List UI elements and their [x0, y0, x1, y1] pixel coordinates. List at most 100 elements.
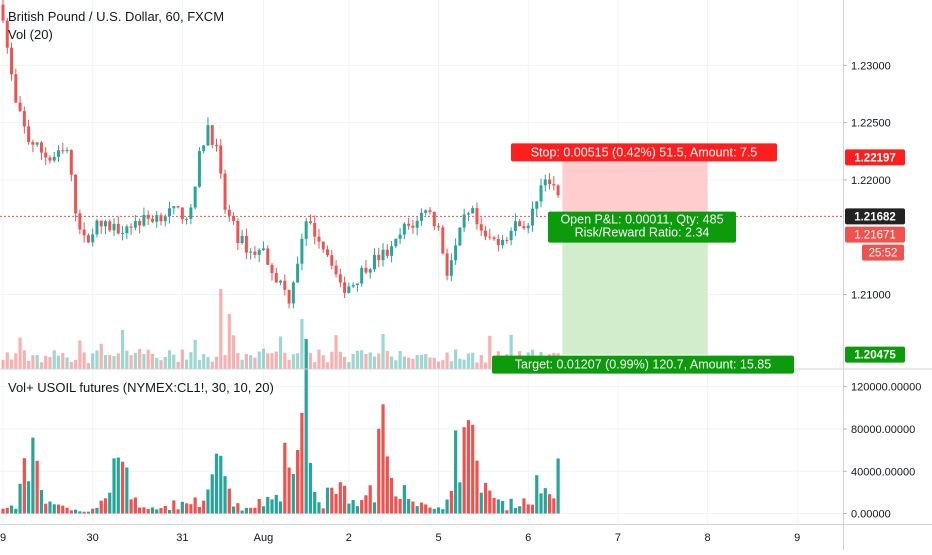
lower-volume-bar [86, 511, 90, 514]
lower-volume-bar [202, 500, 206, 514]
candle-body [240, 235, 244, 244]
symbol-title[interactable]: British Pound / U.S. Dollar, 60, FXCM [8, 9, 224, 24]
volume-bar [308, 352, 313, 369]
volume-bar [103, 355, 108, 369]
candle-body [253, 251, 257, 255]
candle-body [193, 186, 197, 208]
candle-body [163, 216, 167, 222]
candle-body [82, 229, 86, 236]
lower-volume-bar [257, 498, 261, 514]
volume-bar [206, 357, 210, 369]
lower-volume-bar [1, 508, 5, 514]
volume-bar [415, 355, 419, 369]
candle-body [351, 285, 355, 287]
lower-volume-bar [9, 505, 14, 514]
volume-bar [52, 350, 56, 369]
time-axis-label: 5 [435, 532, 441, 544]
candle-body [355, 283, 359, 286]
stop-label[interactable]: Stop: 0.00515 (0.42%) 51.5, Amount: 7.5 [511, 143, 777, 162]
candle-body [142, 214, 146, 226]
time-axis-label: Aug [254, 532, 274, 544]
volume-bar [330, 351, 334, 369]
pnl-label[interactable]: Open P&L: 0.00011, Qty: 485 Risk/Reward … [548, 211, 736, 243]
candle-body [52, 156, 56, 161]
volume-bar [364, 354, 368, 369]
lower-volume-bar [146, 508, 150, 514]
lower-volume-bar [180, 501, 184, 514]
current-price-badge-text: 1.21682 [854, 211, 896, 223]
lower-volume-bar [27, 481, 31, 514]
target-label[interactable]: Target: 0.01207 (0.99%) 120.7, Amount: 1… [492, 355, 794, 374]
lower-volume-bar [488, 490, 492, 514]
candle-body [449, 260, 453, 276]
candle-body [454, 245, 458, 261]
candle-body [300, 238, 304, 264]
candle-body [484, 230, 488, 237]
candle-body [215, 144, 218, 146]
lower-volume-bar [287, 467, 291, 514]
lower-volume-bar [142, 507, 146, 514]
lower-volume-bar [509, 498, 513, 514]
volume-bar [159, 360, 163, 369]
candle-body [308, 221, 312, 224]
candle-body [232, 215, 236, 221]
volume-bar [91, 353, 95, 369]
lower-volume-bar [415, 506, 419, 514]
candle-body [27, 126, 31, 143]
candles[interactable] [1, 0, 560, 309]
volume-bar [424, 354, 428, 369]
volume-bar [133, 352, 137, 369]
volume-bar [185, 359, 189, 369]
lower-volume-bar [278, 501, 283, 514]
candle-body [10, 47, 14, 75]
volume-bar [296, 353, 300, 369]
lower-indicator-label[interactable]: Vol+ USOIL futures (NYMEX:CL1!, 30, 10, … [8, 380, 274, 395]
candle-body [296, 263, 300, 283]
candle-body [176, 206, 180, 208]
volume-bar [278, 336, 283, 369]
candle-body [390, 246, 394, 256]
lower-volume-bar [112, 458, 116, 514]
candle-body [304, 221, 308, 239]
time-axis[interactable]: 9 30 31 Aug 2 5 6 7 8 9 [0, 532, 800, 544]
volume-bar [368, 352, 372, 369]
lower-volume-bar [334, 493, 338, 514]
volume-bar [389, 356, 394, 369]
lower-volume-bar [291, 473, 295, 514]
candle-body [279, 280, 283, 283]
price-axis-label: 1.22500 [851, 118, 891, 130]
candle-body [223, 173, 227, 210]
lower-volume-bar [91, 508, 95, 514]
candle-body [91, 234, 95, 243]
volume-bar [244, 354, 248, 369]
volume-bar [31, 355, 35, 369]
candle-body [57, 150, 61, 157]
candle-body [168, 208, 172, 217]
price-axis-label: 1.23000 [851, 60, 891, 72]
entry-price-badge-box [845, 226, 905, 243]
lower-volume-bar [394, 496, 398, 514]
volume-bar [172, 354, 176, 369]
candle-body [548, 179, 552, 185]
volume-bar [347, 362, 351, 369]
volume-bar [193, 339, 197, 369]
lower-price-axis[interactable]: 120000.00000 80000.00000 40000.00000 0.0000… [843, 382, 921, 521]
volume-indicator-label[interactable]: Vol (20) [8, 27, 53, 42]
lower-volume-bar [65, 507, 69, 514]
lower-volume-bar [496, 499, 500, 514]
price-axis[interactable]: 1.23000 1.22500 1.22000 1.21000 [843, 60, 891, 302]
volume-bar [483, 362, 488, 369]
lower-volume-bar [522, 498, 526, 514]
candle-body [407, 223, 411, 226]
lower-volume-bar [35, 460, 39, 514]
candle-body [317, 236, 321, 242]
lower-volume-bar [518, 506, 522, 514]
lower-volume-bar [296, 450, 300, 514]
volume-bar [78, 340, 82, 369]
lower-volume-bar [56, 504, 61, 514]
candle-body [385, 249, 389, 256]
candle-body [155, 215, 159, 222]
candle-body [471, 208, 475, 214]
